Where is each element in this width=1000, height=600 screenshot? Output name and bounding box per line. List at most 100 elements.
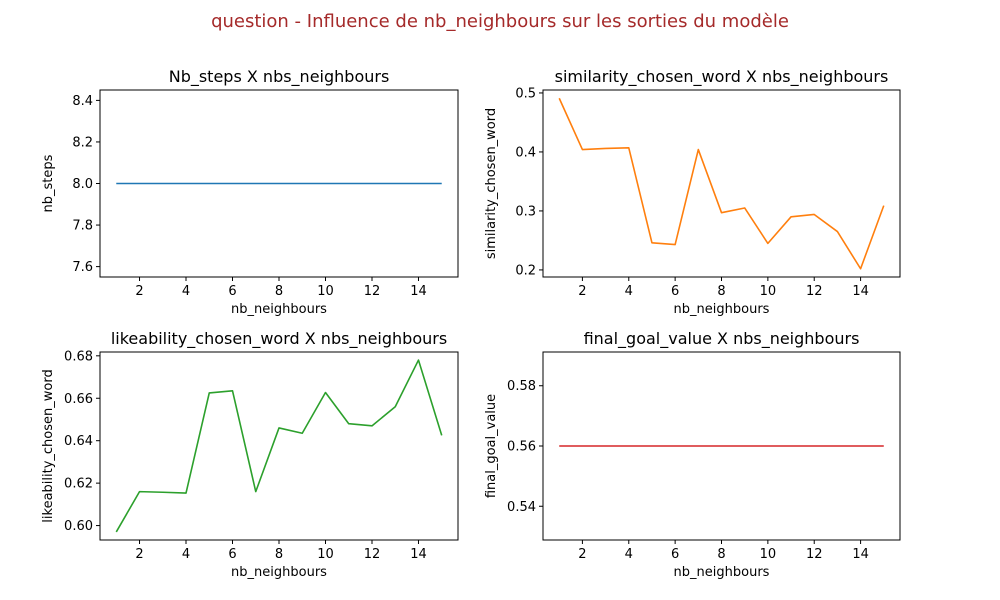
x-tick-label: 2 [135,284,143,299]
data-point [557,96,561,100]
x-tick-label: 12 [806,547,823,562]
subplot-title: final_goal_value X nbs_neighbours [584,329,860,349]
y-tick-label: 0.60 [64,519,93,534]
y-axis-label: nb_steps [41,154,56,212]
y-axis-label: likeability_chosen_word [41,369,56,522]
data-point [347,422,351,426]
subplot-4: 2 4 6 8 10 12 14 0.54 0.56 0.58 final_goal_value X… [484,329,901,580]
axes-frame [99,351,459,541]
y-axis-label: final_goal_value [484,394,499,498]
x-tick-label: 14 [410,547,427,562]
data-point [370,424,374,428]
y-tick-label: 0.54 [507,500,536,515]
x-tick-label: 4 [625,547,633,562]
data-point [138,182,142,186]
y-tick-label: 8.0 [72,177,93,192]
data-point [254,182,258,186]
x-tick-label: 12 [806,284,823,299]
series-line [115,359,443,533]
x-tick-label: 10 [760,284,777,299]
x-tick-label: 8 [275,284,283,299]
data-point [114,530,118,534]
data-point [277,182,281,186]
y-axis-label: similarity_chosen_word [484,108,499,259]
data-point [323,182,327,186]
data-point [859,267,863,271]
axes-frame [542,89,901,278]
data-point [835,230,839,234]
data-point [580,148,584,152]
data-point [627,146,631,150]
subplot-title: similarity_chosen_word X nbs_neighbours [555,67,889,87]
data-point [138,490,142,494]
y-tick-label: 7.8 [72,219,93,234]
data-point [766,241,770,245]
data-point [812,212,816,216]
x-tick-label: 6 [228,547,236,562]
x-tick-label: 2 [135,547,143,562]
data-point [300,431,304,435]
y-tick-label: 8.4 [72,94,93,109]
subplot-title: likeability_chosen_word X nbs_neighbours [111,329,447,349]
x-axis-label: nb_neighbours [231,302,327,317]
data-point [393,182,397,186]
y-tick-label: 0.5 [515,86,536,101]
y-tick-label: 0.56 [507,440,536,455]
x-tick-label: 6 [228,284,236,299]
data-point [161,490,165,494]
y-tick-label: 7.6 [72,260,93,275]
data-point [673,243,677,247]
x-tick-label: 2 [578,547,586,562]
x-tick-label: 8 [717,547,725,562]
data-point [882,444,886,448]
data-point [323,391,327,395]
x-tick-label: 8 [717,284,725,299]
x-tick-label: 10 [760,547,777,562]
x-tick-label: 4 [182,547,190,562]
data-point [604,146,608,150]
data-point [789,444,793,448]
y-tick-label: 0.68 [64,349,93,364]
subplot-3: 2 4 6 8 10 12 14 0.60 0.62 0.64 0.66 0.68 likeabilit… [41,329,459,580]
data-point [720,211,724,215]
data-point [696,444,700,448]
data-point [440,433,444,437]
data-point [347,182,351,186]
y-tick-label: 0.58 [507,379,536,394]
x-tick-label: 4 [625,284,633,299]
y-tick-label: 0.2 [515,263,536,278]
data-point [416,358,420,362]
x-tick-label: 14 [852,284,869,299]
data-point [580,444,584,448]
figure-suptitle: question - Influence de nb_neighbours su… [211,11,789,32]
x-tick-label: 8 [275,547,283,562]
x-tick-label: 6 [671,284,679,299]
x-tick-label: 14 [852,547,869,562]
x-tick-label: 12 [364,547,381,562]
subplot-1: 2 4 6 8 10 12 14 7.6 7.8 8.0 8.2 8.4 Nb_steps X nbs_… [41,67,459,317]
x-tick-label: 6 [671,547,679,562]
x-tick-label: 10 [317,284,334,299]
data-point [254,490,258,494]
data-point [277,426,281,430]
data-point [114,182,118,186]
x-tick-label: 10 [317,547,334,562]
data-point [300,182,304,186]
x-tick-label: 14 [410,284,427,299]
data-point [650,241,654,245]
data-point [789,215,793,219]
data-point [882,204,886,208]
data-point [184,182,188,186]
data-point [743,206,747,210]
data-point [696,148,700,152]
data-point [650,444,654,448]
x-axis-label: nb_neighbours [674,302,770,317]
x-axis-label: nb_neighbours [231,565,327,580]
data-point [627,444,631,448]
y-tick-label: 0.66 [64,392,93,407]
y-tick-label: 8.2 [72,135,93,150]
data-point [743,444,747,448]
series-line [558,97,885,270]
y-tick-label: 0.3 [515,204,536,219]
